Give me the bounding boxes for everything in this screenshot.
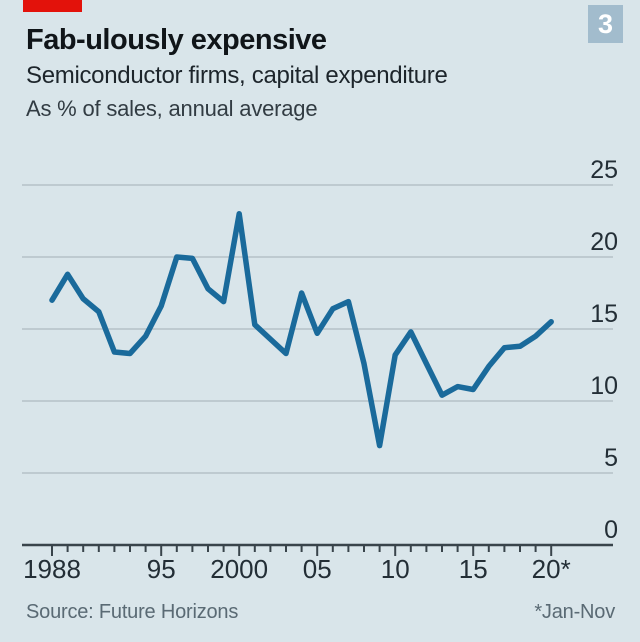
chart-title: Fab-ulously expensive (26, 24, 327, 56)
x-tick-label-2010: 10 (381, 554, 410, 584)
chart-subtitle: Semiconductor firms, capital expenditure (26, 62, 448, 89)
footnote-jan-nov: *Jan-Nov (534, 601, 615, 623)
x-tick-label-2020: 20* (532, 554, 571, 584)
x-tick-label-2015: 15 (459, 554, 488, 584)
y-tick-label-20: 20 (590, 228, 618, 256)
x-tick-label-1988: 1988 (23, 554, 81, 584)
chart-unit-note: As % of sales, annual average (26, 96, 318, 121)
figure-number-badge: 3 (588, 5, 623, 43)
y-tick-label-15: 15 (590, 300, 618, 328)
y-tick-label-10: 10 (590, 372, 618, 400)
economist-red-tab (23, 0, 82, 12)
capex-series-line (49, 211, 554, 449)
source-note: Source: Future Horizons (26, 601, 239, 623)
y-tick-label-5: 5 (604, 444, 618, 472)
x-tick-label-2000: 2000 (210, 554, 268, 584)
figure-number: 3 (597, 8, 614, 39)
y-tick-label-0: 0 (604, 516, 618, 544)
y-tick-label-25: 25 (590, 156, 618, 184)
x-tick-label-2005: 05 (303, 554, 332, 584)
x-tick-label-1995: 95 (147, 554, 176, 584)
